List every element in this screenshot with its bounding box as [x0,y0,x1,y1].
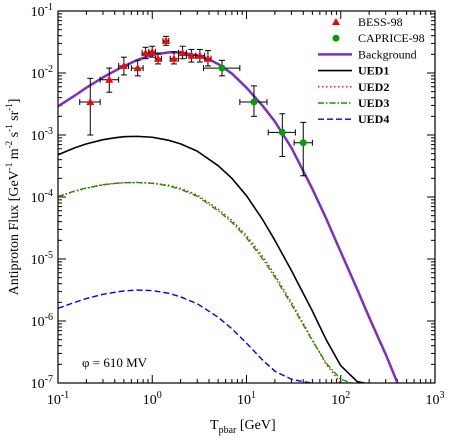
y-title-s: s [7,132,22,141]
x-tick-exp: 2 [345,390,350,401]
legend-item-background: Background [318,47,417,61]
tick-labels: 10-1 100 101 102 10310-710-610-510-410-310-2… [31,2,445,408]
x-axis-title: Tpbar [GeV] [210,418,276,436]
y-tick-label: 10-3 [31,126,53,144]
y-title-end: ] [7,99,22,104]
data-point-caprice-98 [299,139,307,147]
legend-label-ued4: UED4 [358,112,389,126]
y-tick-exp: -3 [45,126,53,137]
x-axis-title-sub: pbar [219,425,237,436]
series-line-ued2 [58,181,349,383]
x-tick-label: 102 [331,390,350,408]
legend-item-ued1: UED1 [318,64,389,78]
y-title-exp1: -1 [4,163,14,171]
y-tick-base: 10 [31,315,45,330]
y-tick-label: 10-4 [31,188,53,206]
data-point-bess-98 [195,51,204,59]
series-line-ued3 [58,181,352,383]
y-tick-base: 10 [31,191,45,206]
series-line-background [58,51,399,383]
legend-item-ued3: UED3 [318,96,389,110]
x-tick-exp: 0 [157,390,162,401]
x-tick-label: 100 [143,390,162,408]
legend-label-background: Background [358,47,417,61]
x-tick-label: 103 [426,390,445,408]
y-title-m: m [7,148,22,163]
data-point-bess-98 [119,61,128,69]
data-point-caprice-98 [278,128,286,136]
data-point-bess-98 [162,36,171,44]
x-tick-label: 10-1 [47,390,69,408]
x-tick-base: 10 [143,393,157,408]
legend-marker-bess-98 [332,18,340,25]
y-tick-base: 10 [31,377,45,392]
legend: BESS-98 CAPRICE-98 Background UED1 UED2 UED3 U… [318,15,425,126]
x-tick-exp: 1 [251,390,256,401]
legend-marker-caprice-98 [332,34,340,42]
y-tick-label: 10-2 [31,64,53,82]
legend-item-bess-98: BESS-98 [332,15,403,29]
y-tick-base: 10 [31,67,45,82]
y-tick-label: 10-6 [31,312,53,330]
x-tick-base: 10 [47,393,61,408]
y-title-sr: sr [7,110,22,124]
y-title-exp3: -1 [4,124,14,132]
y-tick-exp: -5 [45,250,53,261]
series-points-caprice-98 [203,59,313,177]
series-points-bess-98 [79,35,212,136]
x-tick-label: 101 [237,390,256,408]
legend-item-caprice-98: CAPRICE-98 [332,31,425,45]
x-tick-base: 10 [426,393,440,408]
data-point-bess-98 [148,47,157,55]
legend-label-ued1: UED1 [358,64,389,78]
y-tick-base: 10 [31,253,45,268]
series-line-ued1 [58,135,365,383]
legend-item-ued2: UED2 [318,80,389,94]
y-tick-base: 10 [31,129,45,144]
y-axis-title: Antiproton Flux [GeV-1 m-2 s-1 sr-1] [4,99,22,296]
y-tick-exp: -6 [45,312,53,323]
data-point-bess-98 [86,98,95,106]
series-layer [58,35,399,383]
data-point-caprice-98 [218,64,226,72]
data-point-bess-98 [178,49,187,57]
plot-frame [57,10,436,384]
y-tick-label: 10-5 [31,250,53,268]
series-line-ued4 [58,289,313,383]
y-title-exp4: -1 [4,103,14,111]
legend-label-ued3: UED3 [358,96,389,110]
y-tick-label: 10-1 [31,2,53,20]
data-point-bess-98 [203,54,212,62]
data-point-bess-98 [187,51,196,59]
x-tick-exp: 3 [440,390,445,401]
data-point-bess-98 [153,54,162,62]
data-point-bess-98 [169,54,178,62]
x-axis-title-main: T [210,418,219,433]
y-tick-exp: -7 [45,374,53,385]
x-axis-title-unit: [GeV] [236,418,275,433]
y-tick-base: 10 [31,5,45,20]
y-tick-exp: -2 [45,64,53,75]
data-point-bess-98 [133,64,142,72]
data-point-bess-98 [141,49,150,57]
y-tick-exp: -1 [45,2,53,13]
y-tick-exp: -4 [45,188,53,199]
x-tick-base: 10 [331,393,345,408]
data-point-bess-98 [105,75,114,83]
x-tick-exp: -1 [61,390,69,401]
legend-label-caprice-98: CAPRICE-98 [358,31,425,45]
legend-label-bess-98: BESS-98 [358,15,403,29]
y-tick-label: 10-7 [31,374,53,392]
y-title-exp2: -2 [4,141,14,149]
legend-label-ued2: UED2 [358,80,389,94]
data-point-caprice-98 [250,98,258,106]
legend-item-ued4: UED4 [318,112,389,126]
y-title-main: Antiproton Flux [GeV [7,170,22,295]
x-tick-base: 10 [237,393,251,408]
annotation-phi: φ = 610 MV [82,355,148,370]
